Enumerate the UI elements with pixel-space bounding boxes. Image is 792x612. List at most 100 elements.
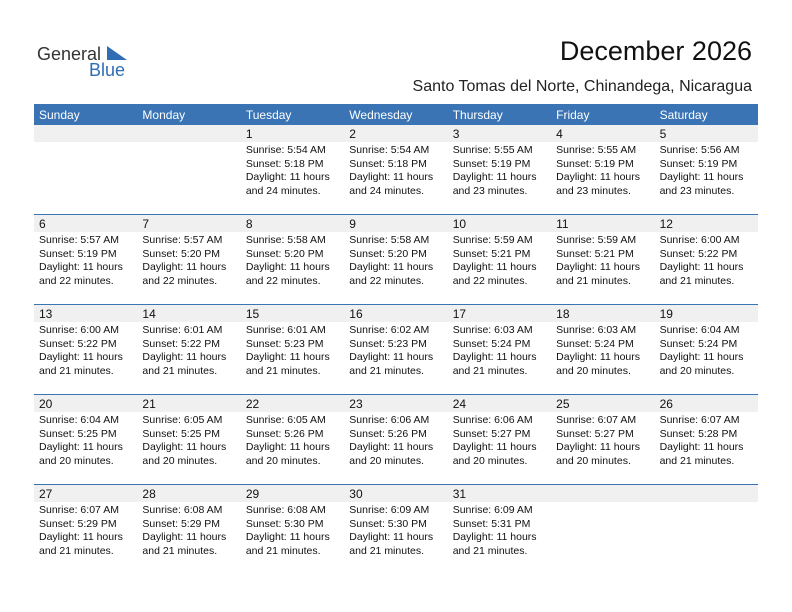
day-info: Sunset: 5:26 PM xyxy=(245,427,324,440)
day-info: Daylight: 11 hours xyxy=(452,441,537,453)
day-info: Sunset: 5:19 PM xyxy=(452,157,531,170)
day-info: Sunrise: 5:59 AM xyxy=(556,234,637,246)
day-info: and 22 minutes. xyxy=(39,274,114,287)
day-info: Sunrise: 6:09 AM xyxy=(349,504,430,516)
day-info: Sunset: 5:18 PM xyxy=(245,157,324,170)
day-info: Daylight: 11 hours xyxy=(245,441,330,453)
day-info: Daylight: 11 hours xyxy=(349,441,434,453)
weekday-header-bar xyxy=(34,104,758,125)
day-info: Daylight: 11 hours xyxy=(349,531,434,543)
day-number-row xyxy=(34,215,758,232)
day-info: Sunset: 5:30 PM xyxy=(245,517,324,530)
day-info: Daylight: 11 hours xyxy=(659,171,744,183)
day-info: Sunset: 5:21 PM xyxy=(556,247,634,260)
day-number: 25 xyxy=(556,397,570,411)
day-number-row xyxy=(34,125,758,142)
day-info: Sunset: 5:19 PM xyxy=(659,157,738,170)
day-info: Sunset: 5:20 PM xyxy=(142,247,221,260)
day-info: Sunrise: 6:04 AM xyxy=(659,324,740,336)
day-info: Daylight: 11 hours xyxy=(142,531,227,543)
day-number: 23 xyxy=(349,397,363,411)
day-info: Sunset: 5:19 PM xyxy=(39,247,117,260)
day-number: 11 xyxy=(556,217,569,231)
day-info: and 21 minutes. xyxy=(39,544,114,557)
day-info: Sunrise: 5:58 AM xyxy=(349,234,430,246)
day-info: Daylight: 11 hours xyxy=(452,531,537,543)
day-info: Daylight: 11 hours xyxy=(349,351,434,363)
day-info: Sunset: 5:18 PM xyxy=(349,157,427,170)
day-number: 24 xyxy=(452,397,467,411)
day-info: Sunset: 5:25 PM xyxy=(142,427,221,440)
day-info: Sunset: 5:28 PM xyxy=(659,427,738,440)
day-info: and 23 minutes. xyxy=(556,184,631,197)
day-info: and 21 minutes. xyxy=(349,544,424,557)
day-info: Sunrise: 6:07 AM xyxy=(39,504,119,516)
day-info: and 20 minutes. xyxy=(452,454,528,467)
day-info: Sunrise: 5:59 AM xyxy=(452,234,533,246)
day-number: 26 xyxy=(659,397,673,411)
day-number: 28 xyxy=(142,487,156,501)
day-info: Sunrise: 6:08 AM xyxy=(245,504,326,516)
day-info: Daylight: 11 hours xyxy=(39,261,123,273)
day-info: Daylight: 11 hours xyxy=(142,441,227,453)
day-info: Sunset: 5:23 PM xyxy=(349,337,427,350)
day-info: and 20 minutes. xyxy=(556,364,631,377)
day-info: and 23 minutes. xyxy=(452,184,528,197)
day-info: Daylight: 11 hours xyxy=(452,351,537,363)
day-info: Sunrise: 6:00 AM xyxy=(39,324,119,336)
day-number: 31 xyxy=(452,487,467,501)
day-number: 9 xyxy=(349,217,356,231)
logo-icon xyxy=(107,46,127,60)
weekday-label: Friday xyxy=(556,108,590,122)
day-info: Sunrise: 5:57 AM xyxy=(39,234,119,246)
day-info: Sunset: 5:29 PM xyxy=(39,517,117,530)
day-info: Sunrise: 6:05 AM xyxy=(245,414,326,426)
day-info: Sunset: 5:22 PM xyxy=(659,247,738,260)
day-number: 27 xyxy=(39,487,53,501)
day-info: Sunset: 5:27 PM xyxy=(452,427,531,440)
day-info: Sunset: 5:30 PM xyxy=(349,517,427,530)
day-info: Sunset: 5:23 PM xyxy=(245,337,324,350)
day-number: 3 xyxy=(452,127,460,141)
day-info: Sunrise: 6:03 AM xyxy=(452,324,533,336)
day-number: 8 xyxy=(245,217,253,231)
day-info: Sunset: 5:24 PM xyxy=(556,337,634,350)
day-info: Sunset: 5:31 PM xyxy=(452,517,531,530)
subtitle: Santo Tomas del Norte, Chinandega, Nicar… xyxy=(412,78,752,95)
day-info: Daylight: 11 hours xyxy=(659,261,744,273)
day-info: and 21 minutes. xyxy=(659,274,735,287)
week-divider xyxy=(34,394,758,395)
day-info: Sunset: 5:29 PM xyxy=(142,517,221,530)
title: December 2026 xyxy=(559,36,752,66)
day-number: 30 xyxy=(349,487,363,501)
day-info: Sunset: 5:22 PM xyxy=(142,337,221,350)
day-info: Daylight: 11 hours xyxy=(556,171,640,183)
day-info: Sunrise: 6:01 AM xyxy=(245,324,326,336)
day-info: and 21 minutes. xyxy=(659,454,735,467)
day-info: Sunrise: 6:07 AM xyxy=(556,414,637,426)
day-number: 7 xyxy=(142,217,150,231)
day-info: Sunset: 5:22 PM xyxy=(39,337,117,350)
day-info: Sunrise: 5:56 AM xyxy=(659,144,740,156)
day-info: and 21 minutes. xyxy=(452,544,528,557)
day-number: 15 xyxy=(245,307,260,321)
day-number: 29 xyxy=(245,487,260,501)
day-info: Daylight: 11 hours xyxy=(142,351,227,363)
day-info: Sunrise: 6:07 AM xyxy=(659,414,740,426)
day-info: Sunrise: 6:03 AM xyxy=(556,324,637,336)
day-info: and 20 minutes. xyxy=(142,454,218,467)
day-number: 13 xyxy=(39,307,53,321)
day-number: 14 xyxy=(142,307,156,321)
day-number: 19 xyxy=(659,307,673,321)
day-info: and 22 minutes. xyxy=(245,274,321,287)
day-number: 4 xyxy=(556,127,563,141)
day-info: Sunrise: 6:00 AM xyxy=(659,234,740,246)
day-number: 5 xyxy=(659,127,667,141)
day-info: Sunrise: 5:58 AM xyxy=(245,234,326,246)
day-info: Daylight: 11 hours xyxy=(452,171,537,183)
day-info: and 20 minutes. xyxy=(349,454,424,467)
weekday-label: Monday xyxy=(142,108,186,122)
day-info: Sunset: 5:27 PM xyxy=(556,427,634,440)
weekday-label: Saturday xyxy=(659,108,708,122)
